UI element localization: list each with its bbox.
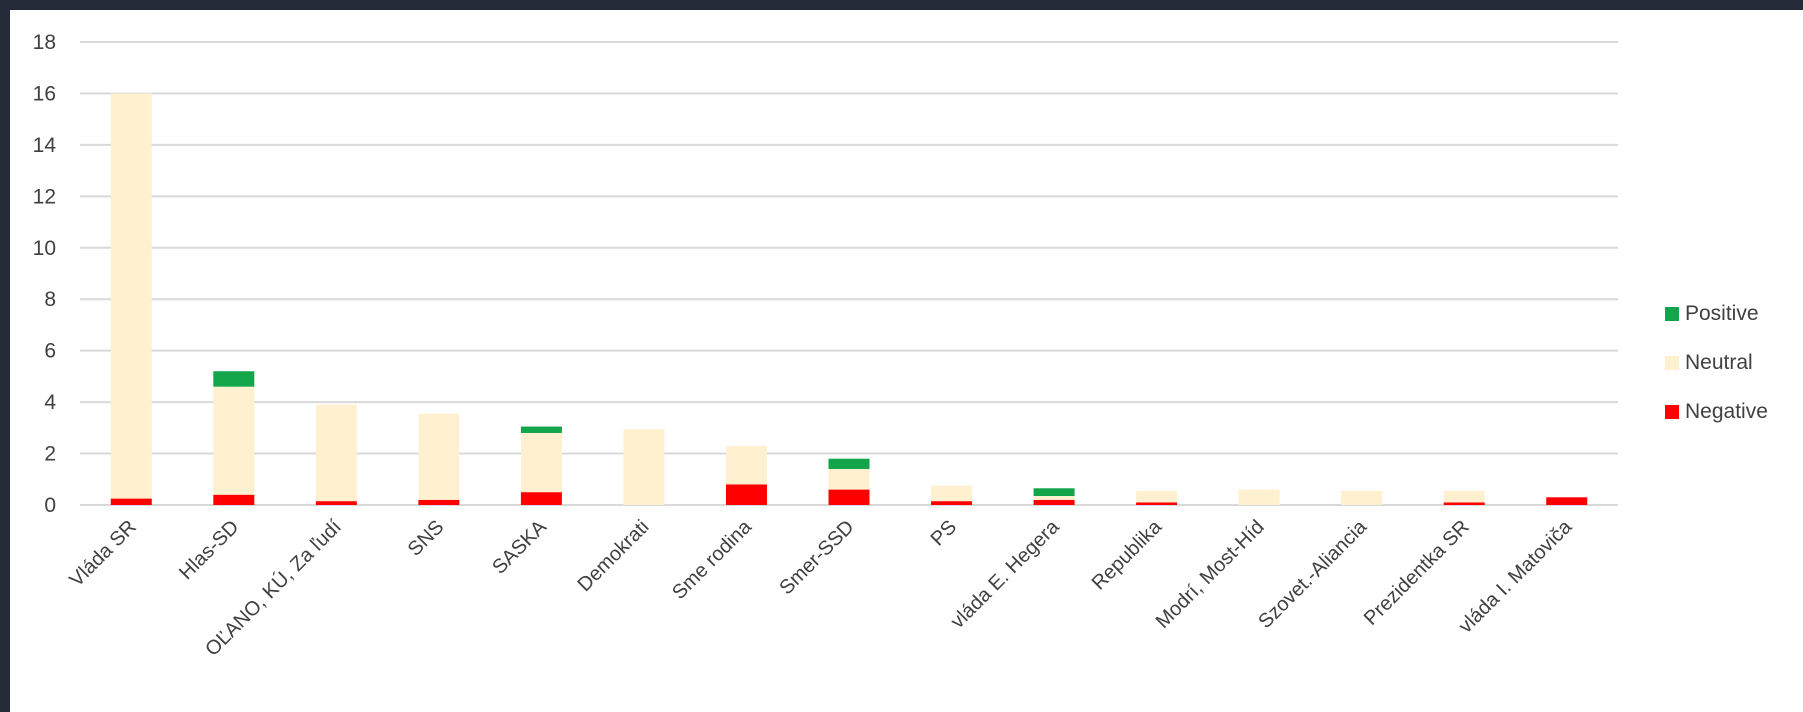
- x-category-label: Hlas-SD: [175, 516, 243, 584]
- bar-neutral-sns: [418, 413, 460, 500]
- bar-negative-vlada-i-matovica: [1546, 497, 1588, 505]
- x-category-label: SASKA: [488, 516, 551, 579]
- x-category-label: Demokrati: [573, 516, 653, 596]
- bar-positive-hlas-sd: [213, 371, 255, 387]
- x-category-label: Modrí, Most-Híd: [1152, 516, 1269, 633]
- bar-positive-smer-ssd: [828, 458, 870, 469]
- bar-neutral-hlas-sd: [213, 386, 255, 495]
- bar-neutral-prezidentka-sr: [1443, 490, 1485, 503]
- bar-neutral-vlada-e-hegera: [1033, 495, 1075, 500]
- legend-swatch-neutral: [1665, 356, 1679, 370]
- y-tick-label: 10: [33, 237, 56, 260]
- bar-negative-ps: [931, 501, 973, 505]
- bar-negative-olano-ku-za-ludi: [315, 501, 357, 505]
- bar-neutral-demokrati: [623, 429, 665, 505]
- x-category-label: SNS: [404, 516, 449, 561]
- x-category-label: vláda I. Matoviča: [1455, 515, 1577, 637]
- bar-neutral-republika: [1136, 490, 1178, 503]
- legend-swatch-negative: [1665, 405, 1679, 419]
- bar-neutral-olano-ku-za-ludi: [315, 404, 357, 502]
- y-tick-label: 0: [44, 494, 56, 517]
- legend-label-negative: Negative: [1685, 400, 1768, 423]
- x-category-label: Republika: [1088, 515, 1167, 594]
- bar-positive-vlada-e-hegera: [1033, 488, 1075, 496]
- bar-positive-saska: [520, 426, 562, 433]
- legend-label-neutral: Neutral: [1685, 351, 1753, 374]
- x-category-label: PS: [927, 516, 961, 550]
- y-tick-label: 4: [44, 391, 56, 414]
- y-tick-label: 14: [33, 134, 57, 157]
- y-tick-label: 16: [33, 82, 56, 105]
- bars: [110, 93, 1588, 505]
- legend-label-positive: Positive: [1685, 302, 1759, 325]
- bar-neutral-szovet-aliancia: [1341, 490, 1383, 505]
- bar-negative-hlas-sd: [213, 494, 255, 505]
- bar-neutral-sme-rodina: [725, 445, 767, 485]
- gridlines: [80, 41, 1618, 506]
- y-tick-label: 6: [44, 340, 56, 363]
- x-category-label: Vláda SR: [65, 516, 140, 591]
- x-category-label: Smer-SSD: [775, 516, 858, 599]
- x-category-label: Sme rodina: [668, 515, 756, 603]
- bar-negative-sme-rodina: [725, 484, 767, 505]
- bar-neutral-saska: [520, 432, 562, 493]
- bar-neutral-ps: [931, 485, 973, 502]
- bar-negative-vlada-sr: [110, 498, 152, 505]
- chart-panel: 0 2 4 6 8 10 12 14 16 18 Vláda SR Hlas-SD OĽANO, KÚ…: [10, 10, 1803, 712]
- legend: Positive Neutral Negative: [1665, 302, 1768, 423]
- bar-negative-prezidentka-sr: [1443, 502, 1485, 505]
- bar-negative-republika: [1136, 502, 1178, 505]
- bar-neutral-vlada-sr: [110, 93, 152, 499]
- y-tick-label: 8: [44, 288, 56, 311]
- bar-negative-smer-ssd: [828, 489, 870, 505]
- bar-negative-saska: [520, 492, 562, 505]
- y-tick-label: 18: [33, 31, 56, 54]
- x-category-label: Prezidentka SR: [1360, 516, 1474, 630]
- y-tick-label: 12: [33, 185, 56, 208]
- legend-swatch-positive: [1665, 307, 1679, 321]
- x-category-label: Szovet.-Aliancia: [1254, 515, 1372, 633]
- bar-neutral-modri-most-hid: [1238, 489, 1280, 505]
- y-axis-tick-labels: 0 2 4 6 8 10 12 14 16 18: [33, 31, 57, 517]
- y-tick-label: 2: [44, 443, 56, 466]
- bar-neutral-smer-ssd: [828, 468, 870, 490]
- bar-negative-vlada-e-hegera: [1033, 499, 1075, 505]
- x-category-label: vláda E. Hegera: [947, 515, 1065, 633]
- bar-negative-sns: [418, 499, 460, 505]
